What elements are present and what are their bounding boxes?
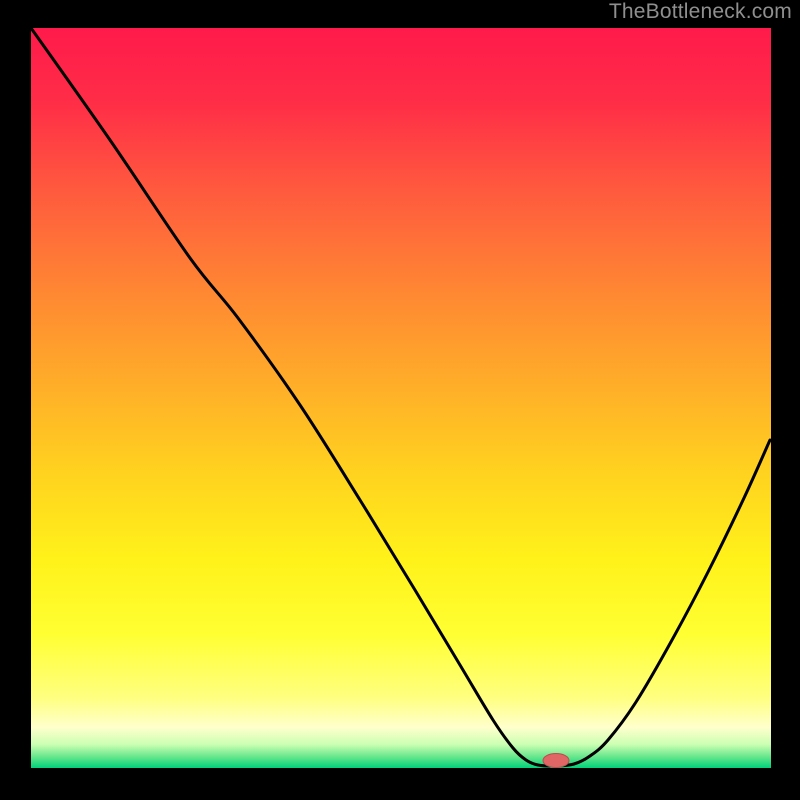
optimum-marker: [543, 754, 569, 768]
bottleneck-chart: TheBottleneck.com: [0, 0, 800, 800]
chart-svg: [0, 0, 800, 800]
watermark-text: TheBottleneck.com: [609, 0, 792, 24]
plot-gradient: [31, 28, 771, 768]
